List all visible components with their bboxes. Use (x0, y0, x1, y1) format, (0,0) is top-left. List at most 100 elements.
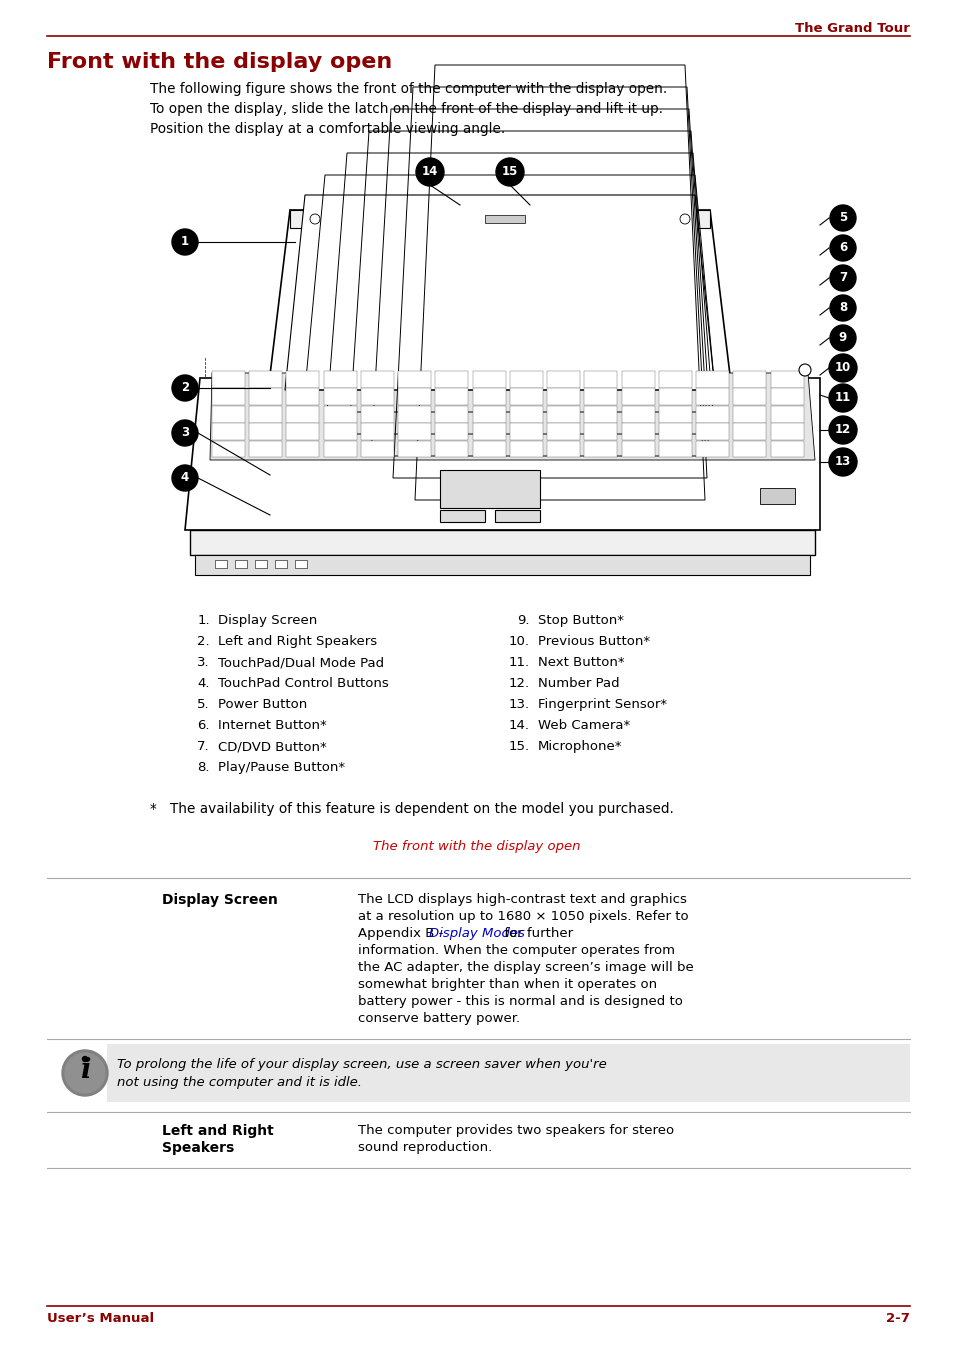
Polygon shape (547, 405, 579, 423)
Circle shape (172, 230, 198, 255)
Polygon shape (733, 388, 765, 405)
Polygon shape (249, 372, 282, 388)
Polygon shape (473, 372, 505, 388)
Polygon shape (397, 405, 431, 423)
Text: Stop Button*: Stop Button* (537, 613, 623, 627)
Text: conserve battery power.: conserve battery power. (357, 1012, 519, 1025)
Text: for further: for further (499, 927, 572, 940)
Text: 1.: 1. (197, 613, 210, 627)
Text: 13.: 13. (508, 698, 530, 711)
FancyBboxPatch shape (107, 1044, 909, 1102)
Polygon shape (323, 372, 356, 388)
Circle shape (828, 384, 856, 412)
Polygon shape (323, 405, 356, 423)
Polygon shape (473, 405, 505, 423)
Circle shape (828, 416, 856, 444)
Text: User’s Manual: User’s Manual (47, 1312, 154, 1325)
Polygon shape (212, 423, 245, 440)
Text: 10.: 10. (509, 635, 530, 648)
Polygon shape (249, 388, 282, 405)
Polygon shape (439, 509, 484, 521)
Polygon shape (194, 555, 809, 576)
Polygon shape (190, 530, 814, 555)
Polygon shape (249, 405, 282, 423)
Polygon shape (696, 423, 728, 440)
Text: 7: 7 (838, 272, 846, 284)
Text: Play/Pause Button*: Play/Pause Button* (218, 761, 345, 774)
Polygon shape (733, 440, 765, 458)
Polygon shape (294, 561, 307, 567)
Text: somewhat brighter than when it operates on: somewhat brighter than when it operates … (357, 978, 657, 992)
Polygon shape (584, 440, 617, 458)
Text: Speakers: Speakers (162, 1142, 234, 1155)
Polygon shape (510, 440, 542, 458)
Text: The LCD displays high-contrast text and graphics: The LCD displays high-contrast text and … (357, 893, 686, 907)
Polygon shape (659, 405, 691, 423)
Text: 9: 9 (838, 331, 846, 345)
Circle shape (799, 363, 810, 376)
Text: Fingerprint Sensor*: Fingerprint Sensor* (537, 698, 666, 711)
Text: 15.: 15. (508, 740, 530, 753)
Circle shape (829, 235, 855, 261)
Polygon shape (360, 372, 394, 388)
Polygon shape (286, 405, 319, 423)
Circle shape (62, 1050, 108, 1096)
Text: *   The availability of this feature is dependent on the model you purchased.: * The availability of this feature is de… (150, 802, 673, 816)
Text: Left and Right: Left and Right (162, 1124, 274, 1138)
Circle shape (828, 354, 856, 382)
Text: 5.: 5. (197, 698, 210, 711)
Polygon shape (210, 373, 814, 459)
Polygon shape (770, 372, 802, 388)
Text: The Grand Tour: The Grand Tour (794, 22, 909, 35)
Polygon shape (659, 372, 691, 388)
Polygon shape (584, 423, 617, 440)
Circle shape (82, 1056, 88, 1062)
Polygon shape (435, 388, 468, 405)
Text: Left and Right Speakers: Left and Right Speakers (218, 635, 376, 648)
Polygon shape (323, 440, 356, 458)
Polygon shape (547, 423, 579, 440)
Polygon shape (270, 209, 729, 376)
Text: 11: 11 (834, 390, 850, 404)
Text: 4.: 4. (197, 677, 210, 690)
Text: Display Screen: Display Screen (218, 613, 317, 627)
Polygon shape (285, 195, 714, 390)
Polygon shape (495, 509, 539, 521)
Text: 9.: 9. (517, 613, 530, 627)
Polygon shape (360, 423, 394, 440)
Circle shape (65, 1052, 105, 1093)
Polygon shape (286, 423, 319, 440)
Polygon shape (770, 388, 802, 405)
Text: 13: 13 (834, 455, 850, 467)
Circle shape (829, 326, 855, 351)
Text: 2: 2 (181, 381, 189, 394)
Polygon shape (435, 372, 468, 388)
Circle shape (172, 376, 198, 401)
Polygon shape (439, 470, 539, 508)
Polygon shape (360, 405, 394, 423)
Polygon shape (584, 388, 617, 405)
Polygon shape (733, 405, 765, 423)
Polygon shape (510, 372, 542, 388)
Text: The following figure shows the front of the computer with the display open.
To o: The following figure shows the front of … (150, 82, 666, 136)
Polygon shape (760, 488, 794, 504)
Polygon shape (473, 440, 505, 458)
Polygon shape (547, 440, 579, 458)
Polygon shape (547, 372, 579, 388)
Text: 14.: 14. (509, 719, 530, 732)
Text: TouchPad Control Buttons: TouchPad Control Buttons (218, 677, 388, 690)
Text: not using the computer and it is idle.: not using the computer and it is idle. (117, 1075, 361, 1089)
Polygon shape (214, 561, 227, 567)
Text: Number Pad: Number Pad (537, 677, 619, 690)
Polygon shape (212, 405, 245, 423)
Polygon shape (621, 440, 654, 458)
Polygon shape (212, 372, 245, 388)
Polygon shape (435, 423, 468, 440)
Polygon shape (290, 209, 709, 228)
Polygon shape (286, 440, 319, 458)
Polygon shape (397, 388, 431, 405)
Text: The computer provides two speakers for stereo: The computer provides two speakers for s… (357, 1124, 674, 1138)
Polygon shape (323, 388, 356, 405)
Circle shape (172, 465, 198, 490)
Text: 12.: 12. (508, 677, 530, 690)
